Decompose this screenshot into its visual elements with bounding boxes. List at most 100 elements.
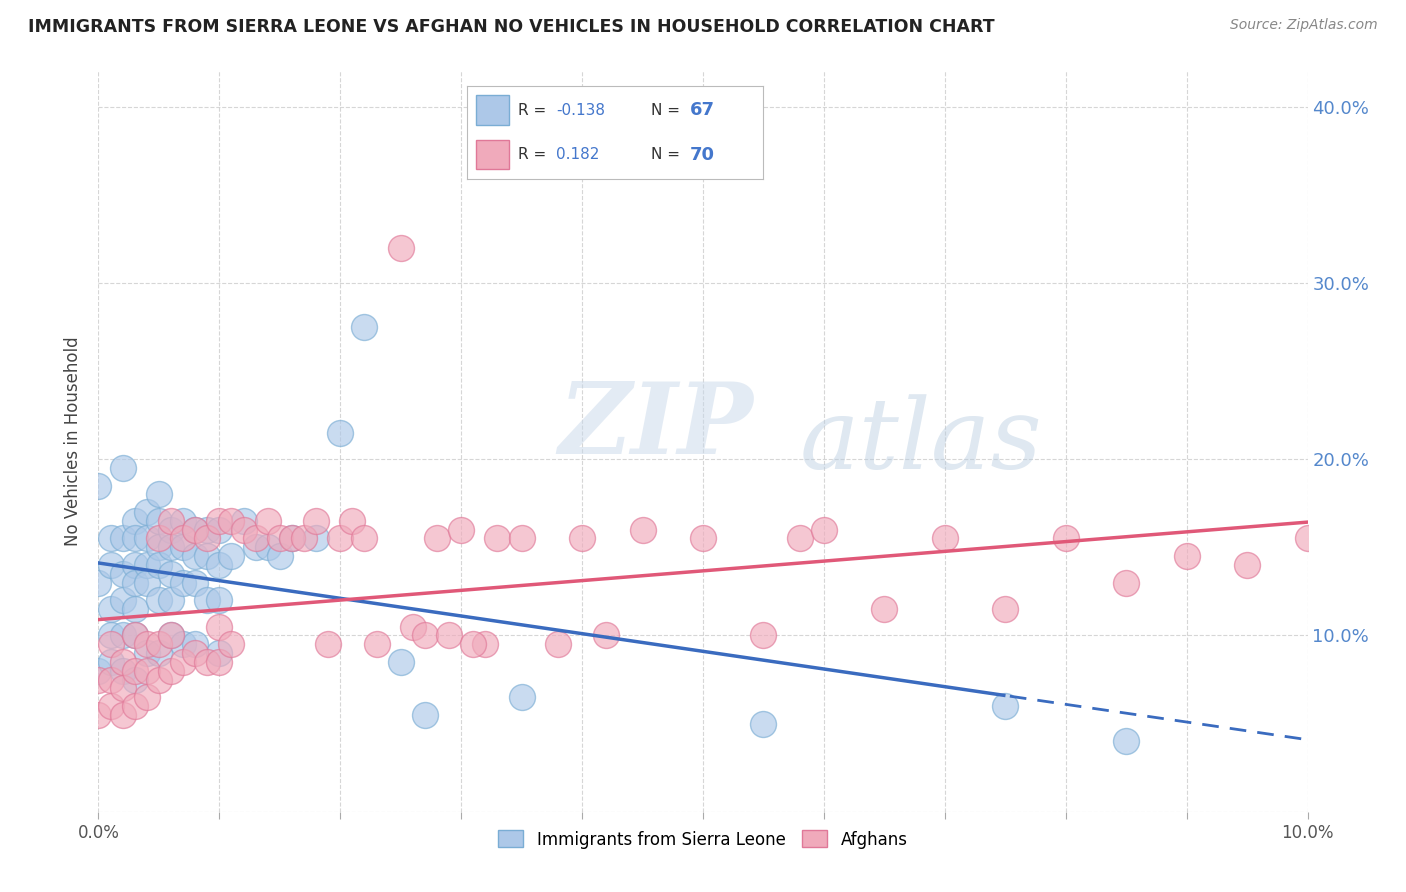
Point xyxy=(100,558,122,572)
Point xyxy=(195,655,218,669)
Point xyxy=(111,655,134,669)
Point xyxy=(100,637,122,651)
Point xyxy=(148,514,170,528)
Point xyxy=(87,664,110,678)
Point xyxy=(124,514,146,528)
Point xyxy=(184,549,207,563)
Point xyxy=(195,593,218,607)
Point xyxy=(135,637,157,651)
Point xyxy=(510,690,533,705)
Point xyxy=(124,628,146,642)
Point xyxy=(208,593,231,607)
Point xyxy=(124,575,146,590)
Point xyxy=(100,628,122,642)
Point xyxy=(873,602,896,616)
Point xyxy=(100,698,122,713)
Point xyxy=(789,532,811,546)
Point xyxy=(208,655,231,669)
Point xyxy=(195,523,218,537)
Point xyxy=(269,532,291,546)
Point xyxy=(111,707,134,722)
Point xyxy=(135,505,157,519)
Point xyxy=(111,593,134,607)
Point xyxy=(510,532,533,546)
Point xyxy=(135,558,157,572)
Point xyxy=(100,655,122,669)
Point xyxy=(184,637,207,651)
Point xyxy=(111,532,134,546)
Point xyxy=(111,566,134,581)
Point xyxy=(571,532,593,546)
Point xyxy=(87,575,110,590)
Point xyxy=(692,532,714,546)
Point xyxy=(124,673,146,687)
Point xyxy=(184,646,207,660)
Point xyxy=(100,673,122,687)
Point xyxy=(245,532,267,546)
Point xyxy=(437,628,460,642)
Point xyxy=(111,664,134,678)
Point xyxy=(111,628,134,642)
Point xyxy=(148,532,170,546)
Point xyxy=(208,619,231,633)
Point xyxy=(1236,558,1258,572)
Point xyxy=(329,532,352,546)
Point xyxy=(135,575,157,590)
Point xyxy=(353,532,375,546)
Point xyxy=(547,637,569,651)
Point xyxy=(450,523,472,537)
Point xyxy=(124,602,146,616)
Point xyxy=(172,637,194,651)
Point xyxy=(124,558,146,572)
Point xyxy=(124,698,146,713)
Point xyxy=(208,646,231,660)
Point xyxy=(292,532,315,546)
Point xyxy=(305,532,328,546)
Text: Source: ZipAtlas.com: Source: ZipAtlas.com xyxy=(1230,18,1378,32)
Point xyxy=(994,698,1017,713)
Point xyxy=(256,514,278,528)
Point xyxy=(124,628,146,642)
Point xyxy=(463,637,485,651)
Point xyxy=(208,558,231,572)
Point xyxy=(329,425,352,440)
Point xyxy=(413,628,436,642)
Point xyxy=(124,664,146,678)
Point xyxy=(111,681,134,696)
Point xyxy=(184,575,207,590)
Point xyxy=(342,514,364,528)
Point xyxy=(184,523,207,537)
Legend: Immigrants from Sierra Leone, Afghans: Immigrants from Sierra Leone, Afghans xyxy=(492,823,914,855)
Point xyxy=(172,532,194,546)
Point xyxy=(135,532,157,546)
Point xyxy=(232,514,254,528)
Point xyxy=(100,532,122,546)
Point xyxy=(148,593,170,607)
Point xyxy=(195,549,218,563)
Point xyxy=(1175,549,1198,563)
Point xyxy=(160,523,183,537)
Point xyxy=(232,523,254,537)
Point xyxy=(87,478,110,492)
Point xyxy=(195,532,218,546)
Point xyxy=(389,241,412,255)
Point xyxy=(87,707,110,722)
Point xyxy=(366,637,388,651)
Point xyxy=(1115,575,1137,590)
Text: IMMIGRANTS FROM SIERRA LEONE VS AFGHAN NO VEHICLES IN HOUSEHOLD CORRELATION CHAR: IMMIGRANTS FROM SIERRA LEONE VS AFGHAN N… xyxy=(28,18,995,36)
Point xyxy=(160,628,183,642)
Y-axis label: No Vehicles in Household: No Vehicles in Household xyxy=(65,336,83,547)
Point xyxy=(160,664,183,678)
Point xyxy=(752,628,775,642)
Point xyxy=(389,655,412,669)
Point xyxy=(148,646,170,660)
Point xyxy=(172,575,194,590)
Point xyxy=(135,690,157,705)
Point xyxy=(1115,734,1137,748)
Point xyxy=(486,532,509,546)
Point xyxy=(135,664,157,678)
Point xyxy=(752,716,775,731)
Point xyxy=(208,523,231,537)
Point xyxy=(160,541,183,555)
Point xyxy=(281,532,304,546)
